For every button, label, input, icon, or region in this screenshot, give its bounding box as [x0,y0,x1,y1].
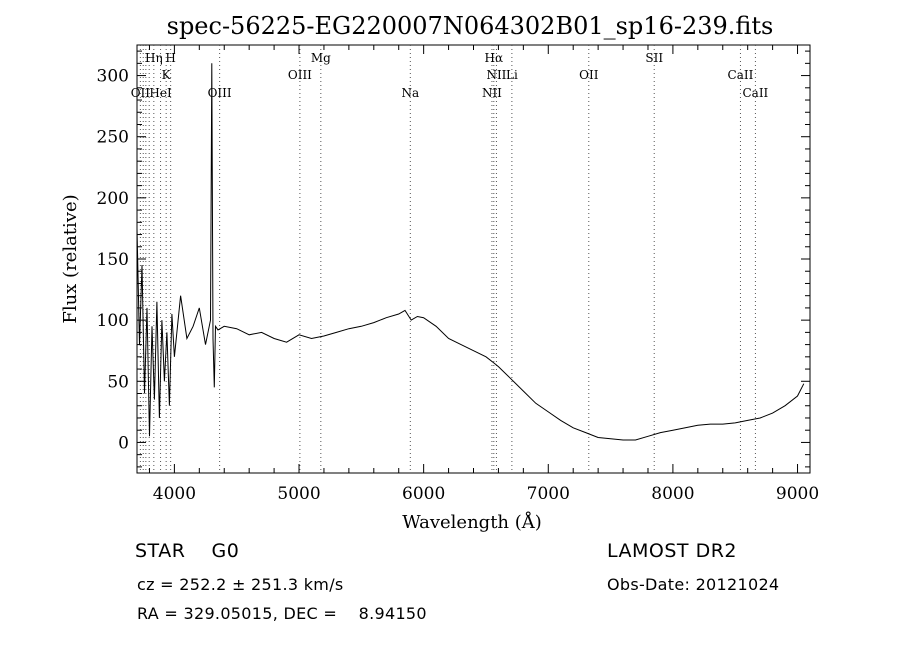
object-class: STAR G0 [135,540,240,562]
spectral-line-label: Mg [311,51,331,65]
spectral-line-label: OIII [208,86,232,100]
survey-name: LAMOST DR2 [607,540,737,562]
spectral-line-label: NII [486,68,506,82]
spectrum-line [136,63,805,441]
axis-ticks [137,45,810,473]
spectral-line-label: CaII [728,68,754,82]
chart-title: spec-56225-EG220007N064302B01_sp16-239.f… [167,12,774,40]
spectral-line-label: SII [645,51,663,65]
spectral-line-label: CaII [742,86,768,100]
spectral-line-label: NII [482,86,502,100]
x-tick-label: 4000 [153,484,196,504]
x-tick-label: 6000 [402,484,445,504]
spectral-line-label: Na [401,86,419,100]
spectral-line-label: H [165,51,175,65]
spectral-line-label: Hη [145,51,163,65]
x-tick-label: 7000 [527,484,570,504]
plot-frame [136,44,811,474]
spectral-line-label: OII [131,86,151,100]
coordinates: RA = 329.05015, DEC = 8.94150 [137,604,427,623]
redshift-velocity: cz = 252.2 ± 251.3 km/s [137,575,344,594]
axis-tick-labels: 4000 5000 6000 7000 8000 9000 0 50 100 150 200 250 3… [97,67,820,504]
y-tick-label: 250 [97,128,129,148]
y-tick-label: 100 [97,311,129,331]
y-axis-label: Flux (relative) [60,194,81,323]
emission-line-markers [139,45,756,473]
plot-border [136,44,811,474]
spectral-line-label: Li [506,68,518,82]
spectral-line-label: OIII [288,68,312,82]
spectral-line-label: K [162,68,172,82]
x-tick-label: 8000 [651,484,694,504]
y-tick-label: 200 [97,189,129,209]
y-tick-label: 300 [97,67,129,87]
x-axis-label: Wavelength (Å) [402,511,542,533]
observation-date: Obs-Date: 20121024 [607,575,780,594]
y-tick-label: 0 [118,433,129,453]
spectral-line-label: Hα [485,51,504,65]
x-tick-label: 9000 [776,484,819,504]
spectral-line-label: HeI [149,86,172,100]
x-tick-label: 5000 [277,484,320,504]
y-tick-label: 50 [107,372,129,392]
y-tick-label: 150 [97,250,129,270]
spectral-line-label: OII [579,68,599,82]
